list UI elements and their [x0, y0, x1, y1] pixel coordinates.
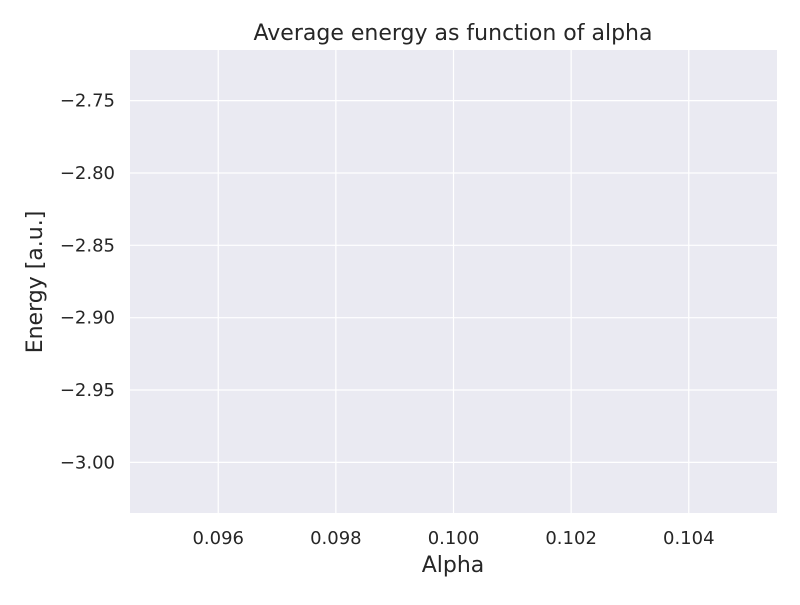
y-tick-labels: −2.75 −2.80 −2.85 −2.90 −2.95 −3.00: [60, 91, 115, 474]
y-tick-label: −3.00: [60, 452, 115, 473]
y-axis-label: Energy [a.u.]: [23, 211, 48, 354]
grid-lines: [130, 50, 777, 513]
y-tick-label: −2.75: [60, 91, 115, 112]
x-tick-label: 0.104: [663, 528, 715, 549]
x-axis-label: Alpha: [422, 553, 485, 578]
y-tick-label: −2.80: [60, 163, 115, 184]
chart-title: Average energy as function of alpha: [254, 21, 653, 46]
x-tick-label: 0.102: [545, 528, 597, 549]
y-tick-label: −2.85: [60, 235, 115, 256]
y-tick-label: −2.95: [60, 380, 115, 401]
x-tick-labels: 0.096 0.098 0.100 0.102 0.104: [192, 528, 714, 549]
x-tick-label: 0.100: [428, 528, 480, 549]
x-tick-label: 0.098: [310, 528, 362, 549]
x-tick-label: 0.096: [192, 528, 244, 549]
y-tick-label: −2.90: [60, 308, 115, 329]
